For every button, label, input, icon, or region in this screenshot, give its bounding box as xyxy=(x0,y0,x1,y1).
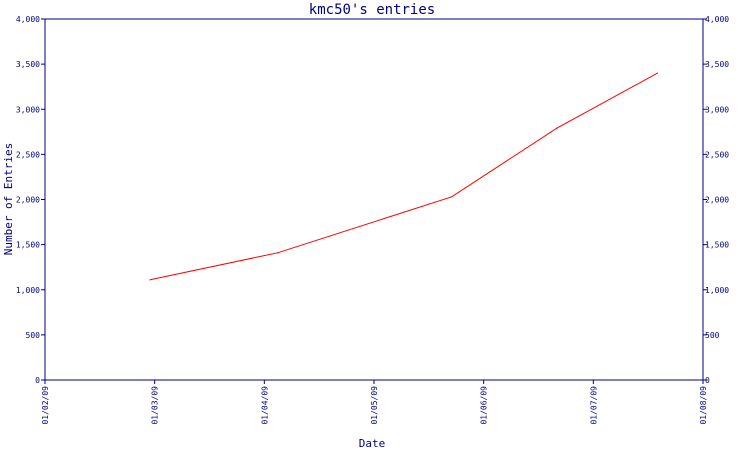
y-tick-label-right: 3,000 xyxy=(705,105,729,114)
x-tick-label: 01/02/09 xyxy=(41,386,50,425)
data-point xyxy=(149,279,151,281)
y-tick-label-right: 2,500 xyxy=(705,150,729,159)
y-tick-label-right: 3,500 xyxy=(705,60,729,69)
y-tick-label-right: 500 xyxy=(705,331,720,340)
x-tick-label: 01/03/09 xyxy=(151,386,160,425)
x-tick-label: 01/07/09 xyxy=(589,386,598,425)
y-tick-label-right: 1,500 xyxy=(705,241,729,250)
y-tick-label: 500 xyxy=(26,331,41,340)
x-tick-label: 01/06/09 xyxy=(480,386,489,425)
data-point xyxy=(556,127,558,129)
y-tick-label: 4,000 xyxy=(16,15,40,24)
plot-frame xyxy=(44,18,704,381)
y-axis-left: 0 500 1,000 1,500 2,000 2,500 3,000 3,500 4,000 xyxy=(16,15,45,385)
data-point xyxy=(451,196,453,198)
series-layer xyxy=(149,72,658,281)
y-tick-label-right: 1,000 xyxy=(705,286,729,295)
chart-title: kmc50's entries xyxy=(309,2,435,18)
y-tick-label-right: 4,000 xyxy=(705,15,729,24)
data-point xyxy=(656,72,658,74)
y-tick-label: 0 xyxy=(35,376,40,385)
series-line xyxy=(149,72,658,281)
y-axis-label: Number of Entries xyxy=(2,143,15,256)
x-tick-label: 01/05/09 xyxy=(370,386,379,425)
y-tick-label: 3,000 xyxy=(16,105,40,114)
y-tick-label: 3,500 xyxy=(16,60,40,69)
x-axis-label: Date xyxy=(359,437,386,450)
data-point xyxy=(277,252,279,254)
x-axis: 01/02/09 01/03/09 01/04/09 01/05/09 01/06/09… xyxy=(41,380,708,425)
y-tick-label-right: 2,000 xyxy=(705,196,729,205)
y-tick-label: 1,000 xyxy=(16,286,40,295)
x-tick-label: 01/04/09 xyxy=(260,386,269,425)
x-tick-label: 01/08/09 xyxy=(699,386,708,425)
y-tick-label: 2,500 xyxy=(16,150,40,159)
y-tick-label-right: 0 xyxy=(705,376,710,385)
y-tick-label: 1,500 xyxy=(16,241,40,250)
y-axis-right: 0 500 1,000 1,500 2,000 2,500 3,000 3,500 4,000 xyxy=(703,15,729,385)
y-tick-label: 2,000 xyxy=(16,196,40,205)
